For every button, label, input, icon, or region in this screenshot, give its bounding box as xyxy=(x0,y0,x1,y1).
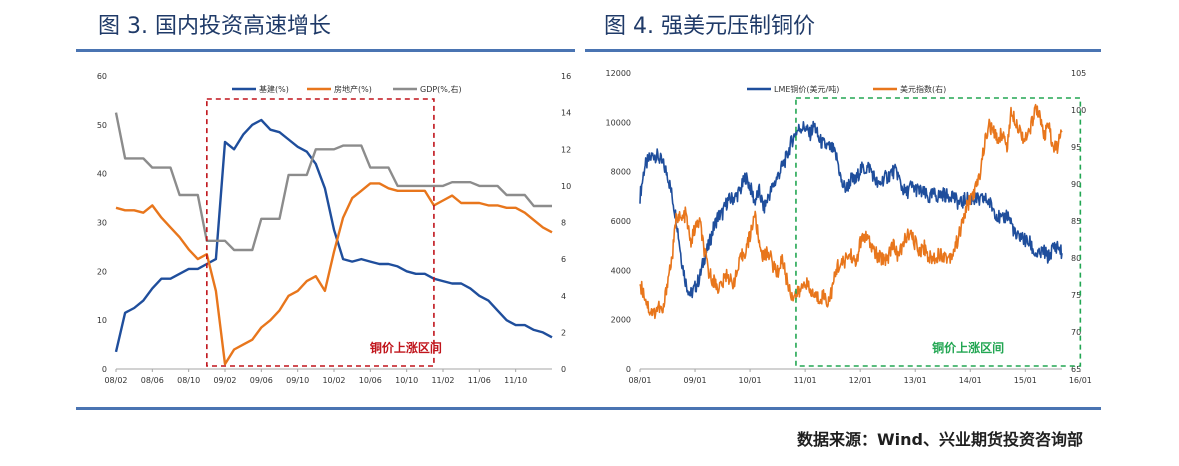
chart1-y-right-tick: 0 xyxy=(561,365,566,374)
chart2-x-tick-label: 10/01 xyxy=(739,376,762,385)
chart1-y-left-tick: 10 xyxy=(97,316,107,325)
chart2-x-tick-label: 09/01 xyxy=(684,376,707,385)
chart1-y-right-tick: 14 xyxy=(561,109,571,118)
chart2-y-right-tick: 105 xyxy=(1071,69,1086,78)
chart1-y-right-tick: 12 xyxy=(561,145,571,154)
chart2-x-tick-label: 11/01 xyxy=(794,376,817,385)
chart1-legend-label: 基建(%) xyxy=(259,84,289,94)
chart1-series-line-1 xyxy=(114,118,553,353)
chart1-legend-label: 房地产(%) xyxy=(334,84,372,94)
chart2-annotation: 铜价上涨区间 xyxy=(932,340,1004,355)
chart1-y-right-tick: 8 xyxy=(561,219,566,228)
chart1-y-left-tick: 40 xyxy=(97,170,107,179)
chart2-series-line-2 xyxy=(639,103,1063,320)
chart2-y-right-tick: 95 xyxy=(1071,143,1081,152)
chart2-x-tick-label: 12/01 xyxy=(849,376,872,385)
chart2-x-tick-label: 16/01 xyxy=(1069,376,1092,385)
title-divider-left xyxy=(76,49,575,52)
left-figure-title: 图 3. 国内投资高速增长 xyxy=(98,14,331,39)
chart1-x-tick-label: 11/02 xyxy=(431,376,454,385)
chart1-legend-label: GDP(%,右) xyxy=(420,84,462,94)
right-figure-title: 图 4. 强美元压制铜价 xyxy=(604,14,815,39)
chart1-series-line-3 xyxy=(114,112,552,252)
chart1-y-right-tick: 16 xyxy=(561,72,571,81)
chart2-x-tick-label: 08/01 xyxy=(628,376,651,385)
chart1-x-tick-label: 10/10 xyxy=(395,376,418,385)
chart1-y-right-tick: 4 xyxy=(561,292,566,301)
chart2-y-right-tick: 75 xyxy=(1071,291,1081,300)
chart2-series-line-1 xyxy=(639,120,1063,299)
chart1-y-left-tick: 20 xyxy=(97,267,107,276)
chart2-y-left-tick: 4000 xyxy=(611,266,631,275)
chart1-y-right-tick: 10 xyxy=(561,182,571,191)
chart1-x-tick-label: 08/02 xyxy=(104,376,127,385)
chart1-x-tick-label: 11/06 xyxy=(468,376,491,385)
chart2-y-left-tick: 12000 xyxy=(606,69,631,78)
chart2-y-right-tick: 90 xyxy=(1071,180,1081,189)
chart2-y-right-tick: 70 xyxy=(1071,328,1081,337)
chart1-x-tick-label: 09/02 xyxy=(213,376,236,385)
chart1-y-left-tick: 0 xyxy=(102,365,107,374)
chart2-y-right-tick: 65 xyxy=(1071,365,1081,374)
title-divider-right xyxy=(585,49,1101,52)
chart2-y-left-tick: 2000 xyxy=(611,316,631,325)
chart1-y-right-tick: 2 xyxy=(561,328,566,337)
chart1-y-right-tick: 6 xyxy=(561,255,566,264)
chart1-x-tick-label: 09/10 xyxy=(286,376,309,385)
chart2-highlight-box xyxy=(795,97,1082,367)
chart1-x-tick-label: 11/10 xyxy=(504,376,527,385)
chart2-y-right-tick: 100 xyxy=(1071,106,1086,115)
chart1-x-tick-label: 10/02 xyxy=(322,376,345,385)
chart1-highlight-box xyxy=(206,98,435,367)
chart1-y-left-tick: 60 xyxy=(97,72,107,81)
chart1-y-left-tick: 30 xyxy=(97,219,107,228)
chart2-legend-label: LME铜价(美元/吨) xyxy=(774,84,839,94)
footer-divider xyxy=(76,407,1101,410)
chart1-y-left-tick: 50 xyxy=(97,121,107,130)
chart1-series-line-2 xyxy=(115,182,553,366)
chart2-x-tick-label: 13/01 xyxy=(904,376,927,385)
data-source-note: 数据来源：Wind、兴业期货投资咨询部 xyxy=(797,430,1083,449)
chart1-x-tick-label: 08/06 xyxy=(141,376,164,385)
chart1-x-tick-label: 10/06 xyxy=(359,376,382,385)
chart2-x-tick-label: 15/01 xyxy=(1014,376,1037,385)
chart2-y-left-tick: 6000 xyxy=(611,217,631,226)
chart1-x-tick-label: 09/06 xyxy=(250,376,273,385)
chart2-y-left-tick: 8000 xyxy=(611,168,631,177)
chart1-annotation: 铜价上涨区间 xyxy=(370,340,442,355)
chart2-legend-label: 美元指数(右) xyxy=(900,84,946,94)
chart1-x-tick-label: 08/10 xyxy=(177,376,200,385)
chart2-y-left-tick: 10000 xyxy=(606,118,631,127)
chart2-y-right-tick: 85 xyxy=(1071,217,1081,226)
chart2-x-tick-label: 14/01 xyxy=(959,376,982,385)
chart2-y-left-tick: 0 xyxy=(626,365,631,374)
chart2-y-right-tick: 80 xyxy=(1071,254,1081,263)
